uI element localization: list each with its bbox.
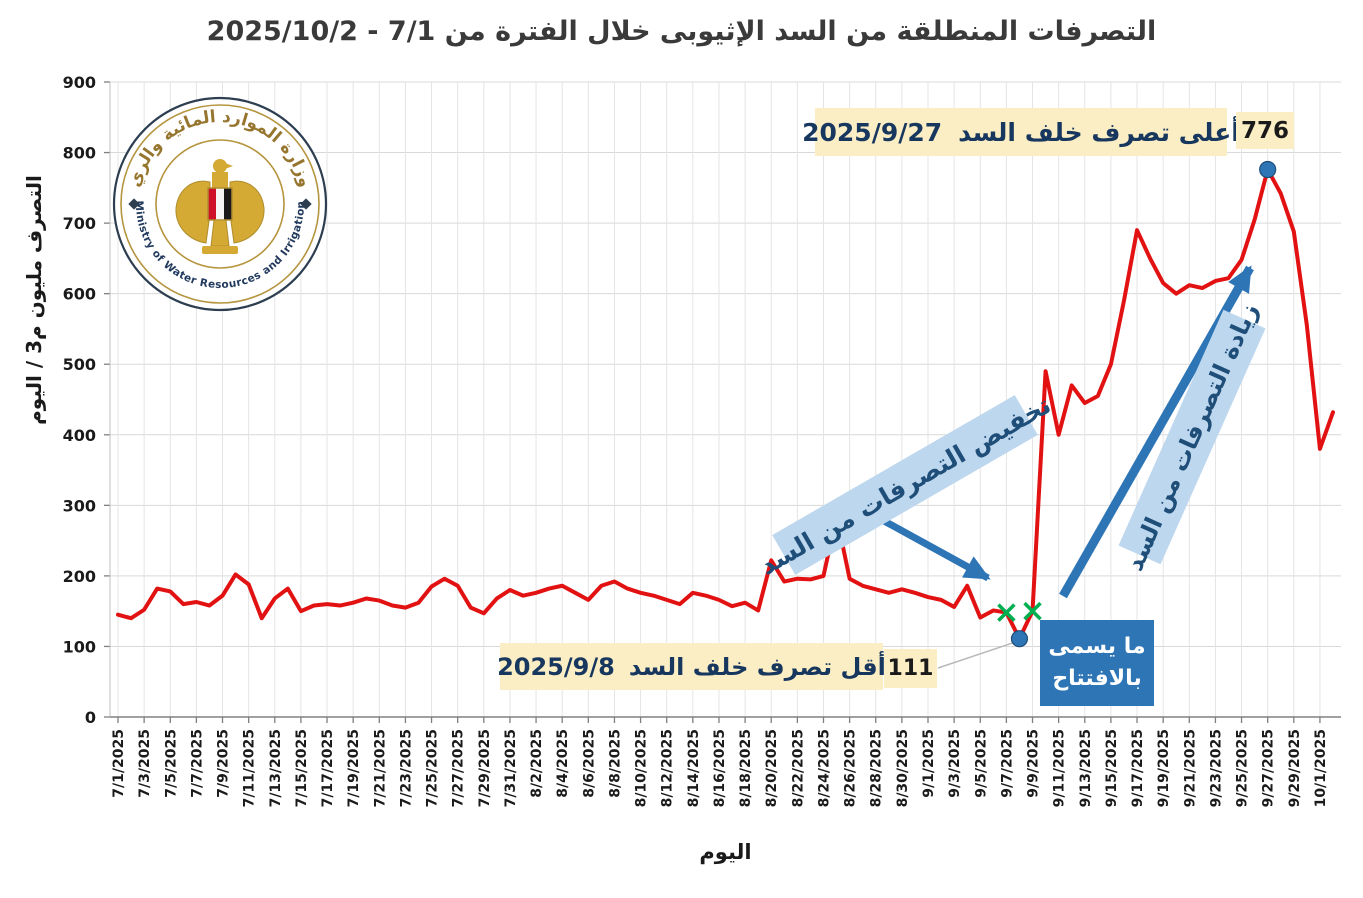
y-tick-label: 300 [63, 496, 96, 515]
x-tick-label: 8/24/2025 [816, 729, 832, 807]
x-tick-label: 7/19/2025 [346, 729, 362, 807]
x-tick-label: 9/7/2025 [999, 729, 1015, 798]
y-axis-title: التصرف مليون م3 / اليوم [22, 175, 46, 425]
x-tick-label: 9/23/2025 [1208, 729, 1224, 807]
x-tick-label: 9/9/2025 [1026, 729, 1042, 798]
min-leader-line [937, 641, 1014, 669]
logo-inner-ring [155, 139, 285, 269]
x-tick-label: 7/3/2025 [137, 729, 153, 798]
logo-gold-ring [120, 104, 320, 304]
x-tick-label: 8/22/2025 [790, 729, 806, 807]
max-value-badge: 776 [1236, 112, 1294, 149]
x-tick-label: 8/10/2025 [634, 729, 650, 807]
opening-annotation-box: ما يسمى بالافتتاح [1040, 620, 1154, 706]
x-tick-label: 9/27/2025 [1261, 729, 1277, 807]
min-point-marker [1010, 630, 1029, 648]
y-tick-label: 0 [85, 708, 96, 727]
x-tick-label: 9/25/2025 [1235, 729, 1251, 807]
x-axis-title: اليوم [699, 840, 752, 864]
x-tick-label: 7/7/2025 [189, 729, 205, 798]
x-tick-label: 8/30/2025 [895, 729, 911, 807]
green-x-marker [1023, 601, 1042, 621]
discharge-line [116, 167, 1335, 641]
max-annotation-box: أعلى تصرف خلف السد 2025/9/27 [802, 108, 1240, 156]
x-tick-label: 9/21/2025 [1182, 729, 1198, 807]
y-tick-label: 900 [63, 73, 96, 92]
x-tick-label: 9/1/2025 [921, 729, 937, 798]
x-tick-label: 8/26/2025 [843, 729, 859, 807]
x-tick-label: 7/13/2025 [268, 729, 284, 807]
y-tick-label: 600 [63, 285, 96, 304]
x-tick-label: 9/17/2025 [1130, 729, 1146, 807]
min-annotation-label: أقل تصرف خلف السد [628, 652, 886, 681]
x-tick-label: 9/11/2025 [1052, 729, 1068, 807]
x-tick-label: 7/9/2025 [216, 729, 232, 798]
x-tick-label: 8/14/2025 [686, 729, 702, 807]
y-tick-label: 800 [63, 144, 96, 163]
x-tick-label: 9/19/2025 [1156, 729, 1172, 807]
x-tick-label: 8/20/2025 [764, 729, 780, 807]
x-tick-label: 7/17/2025 [320, 729, 336, 807]
min-value-badge: 111 [884, 649, 937, 688]
x-tick-label: 7/25/2025 [425, 729, 441, 807]
x-tick-label: 7/15/2025 [294, 729, 310, 807]
x-tick-label: 8/4/2025 [555, 729, 571, 798]
opening-label-line2: بالافتتاح [1052, 666, 1142, 691]
x-tick-label: 8/8/2025 [607, 729, 623, 798]
y-tick-label: 400 [63, 426, 96, 445]
max-annotation-date: 2025/9/27 [802, 117, 943, 147]
min-annotation-box: أقل تصرف خلف السد 2025/9/8 [497, 643, 886, 690]
x-tick-label: 7/31/2025 [503, 729, 519, 807]
x-tick-label: 7/21/2025 [372, 729, 388, 807]
x-tick-label: 10/1/2025 [1313, 729, 1329, 807]
y-tick-label: 700 [63, 214, 96, 233]
max-point-marker [1259, 160, 1277, 179]
y-tick-label: 100 [63, 637, 96, 656]
x-tick-label: 8/28/2025 [869, 729, 885, 807]
x-tick-label: 9/13/2025 [1078, 729, 1094, 807]
x-tick-label: 9/15/2025 [1104, 729, 1120, 807]
x-tick-label: 9/3/2025 [947, 729, 963, 798]
x-tick-label: 7/1/2025 [111, 729, 127, 798]
x-tick-label: 8/12/2025 [660, 729, 676, 807]
x-tick-label: 8/18/2025 [738, 729, 754, 807]
green-x-marker [997, 603, 1016, 622]
opening-label-line1: ما يسمى [1048, 634, 1146, 660]
x-tick-label: 8/16/2025 [712, 729, 728, 807]
page-title: التصرفات المنطلقة من السد الإثيوبى خلال … [206, 16, 1157, 47]
min-annotation-date: 2025/9/8 [497, 652, 615, 681]
x-tick-label: 7/27/2025 [451, 729, 467, 807]
max-annotation-label: أعلى تصرف خلف السد [958, 117, 1240, 147]
x-tick-label: 8/2/2025 [529, 729, 545, 798]
x-tick-label: 7/11/2025 [242, 729, 258, 807]
x-tick-label: 8/6/2025 [581, 729, 597, 798]
x-tick-label: 7/5/2025 [163, 729, 179, 798]
eagle-icon [175, 159, 265, 254]
ministry-logo-svg: وزارة الموارد المائية والري Ministry of … [112, 96, 328, 312]
x-tick-label: 9/5/2025 [973, 729, 989, 798]
x-tick-label: 7/23/2025 [398, 729, 414, 807]
ministry-logo: وزارة الموارد المائية والري Ministry of … [110, 94, 330, 314]
y-tick-label: 200 [63, 567, 96, 586]
x-tick-label: 7/29/2025 [477, 729, 493, 807]
x-tick-label: 9/29/2025 [1287, 729, 1303, 807]
y-tick-label: 500 [63, 355, 96, 374]
